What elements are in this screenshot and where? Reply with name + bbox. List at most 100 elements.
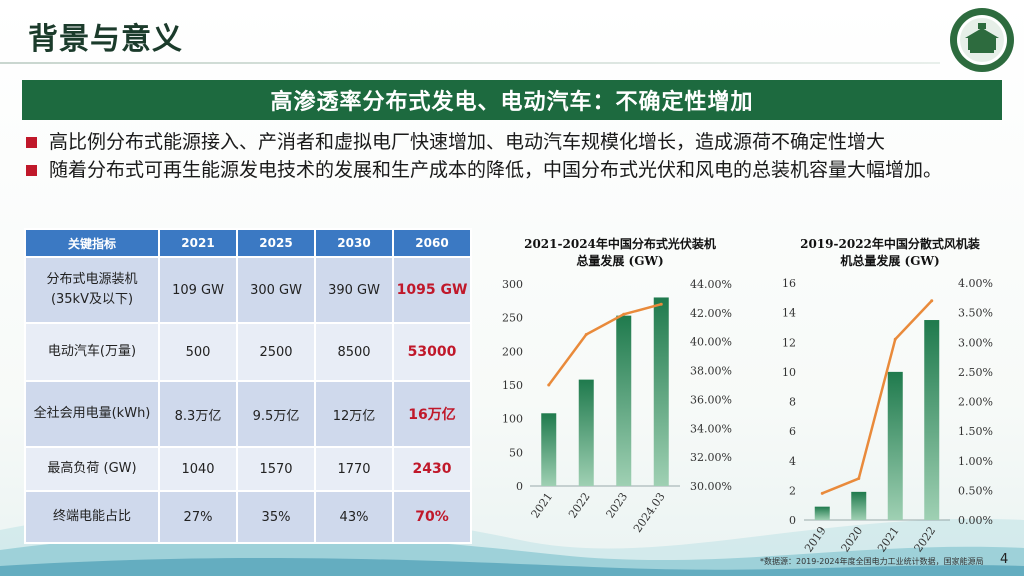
key-indicators-table: 关键指标 2021 2025 2030 2060 分布式电源装机 (35kV及以… — [24, 228, 472, 544]
table-cell: 1040 — [158, 446, 238, 492]
bullet-square-icon — [26, 165, 37, 176]
table-cell-highlight: 16万亿 — [392, 380, 472, 448]
x-tick-label: 2022 — [911, 524, 938, 554]
y-tick-label: 10 — [782, 366, 796, 379]
table-cell: 390 GW — [314, 256, 394, 324]
table-cell: 300 GW — [236, 256, 316, 324]
table-cell-highlight: 70% — [392, 490, 472, 544]
y2-tick-label: 4.00% — [958, 277, 993, 290]
table-header: 关键指标 — [24, 228, 160, 258]
wind-chart-title: 2019-2022年中国分散式风机装 机总量发展 (GW) — [800, 237, 980, 268]
table-header: 2060 — [392, 228, 472, 258]
y2-tick-label: 44.00% — [690, 278, 732, 291]
y2-tick-label: 30.00% — [690, 480, 732, 493]
line-point — [893, 337, 897, 341]
y-tick-label: 0 — [516, 480, 523, 493]
row-label: 最高负荷 (GW) — [24, 446, 160, 492]
table-header: 2025 — [236, 228, 316, 258]
table-cell: 9.5万亿 — [236, 380, 316, 448]
y2-tick-label: 1.50% — [958, 425, 993, 438]
table-row: 电动汽车(万量) 500 2500 8500 53000 — [24, 322, 472, 382]
y-tick-label: 12 — [782, 336, 796, 349]
y2-tick-label: 34.00% — [690, 422, 732, 435]
table-cell: 8.3万亿 — [158, 380, 238, 448]
y-tick-label: 4 — [789, 455, 796, 468]
bar — [924, 320, 940, 520]
table-cell: 500 — [158, 322, 238, 382]
line-point — [547, 383, 551, 387]
line-point — [659, 302, 663, 306]
bar — [616, 315, 632, 486]
x-tick-label: 2021 — [875, 524, 902, 554]
y-tick-label: 0 — [789, 514, 796, 527]
table-row: 分布式电源装机 (35kV及以下) 109 GW 300 GW 390 GW 1… — [24, 256, 472, 324]
bar — [887, 371, 903, 520]
pv-chart-title: 2021-2024年中国分布式光伏装机 总量发展 (GW) — [524, 237, 716, 268]
table-cell: 109 GW — [158, 256, 238, 324]
table-cell: 12万亿 — [314, 380, 394, 448]
table-cell: 8500 — [314, 322, 394, 382]
y-tick-label: 200 — [502, 345, 523, 358]
ratio-line — [821, 299, 933, 495]
y2-tick-label: 38.00% — [690, 365, 732, 378]
header-divider — [0, 62, 940, 64]
page-number: 4 — [1000, 552, 1009, 567]
table-cell-highlight: 2430 — [392, 446, 472, 492]
table-cell-highlight: 1095 GW — [392, 256, 472, 324]
row-label: 终端电能占比 — [24, 490, 160, 544]
bar — [653, 297, 669, 486]
table-cell: 27% — [158, 490, 238, 544]
table-row: 最高负荷 (GW) 1040 1570 1770 2430 — [24, 446, 472, 492]
table-cell: 2500 — [236, 322, 316, 382]
bar — [578, 379, 594, 486]
y2-tick-label: 40.00% — [690, 336, 732, 349]
table-row: 终端电能占比 27% 35% 43% 70% — [24, 490, 472, 544]
y2-tick-label: 36.00% — [690, 393, 732, 406]
y-tick-label: 2 — [789, 484, 796, 497]
y2-tick-label: 2.00% — [958, 396, 993, 409]
ratio-line — [547, 302, 662, 386]
y-tick-label: 50 — [509, 446, 523, 459]
y2-tick-label: 0.50% — [958, 484, 993, 497]
y-tick-label: 300 — [502, 278, 523, 291]
bullet-item: 随着分布式可再生能源发电技术的发展和生产成本的降低，中国分布式光伏和风电的总装机… — [26, 156, 1016, 184]
table-cell-highlight: 53000 — [392, 322, 472, 382]
line-point — [584, 333, 588, 336]
table-header: 2030 — [314, 228, 394, 258]
bullet-list: 高比例分布式能源接入、产消者和虚拟电厂快速增加、电动汽车规模化增长，造成源荷不确… — [26, 128, 1016, 184]
section-banner: 高渗透率分布式发电、电动汽车：不确定性增加 — [22, 80, 1002, 120]
y-tick-label: 16 — [782, 277, 796, 290]
x-tick-label: 2020 — [838, 524, 865, 554]
page-title: 背景与意义 — [28, 22, 183, 57]
row-label: 电动汽车(万量) — [24, 322, 160, 382]
row-label: 全社会用电量(kWh) — [24, 380, 160, 448]
y-tick-label: 14 — [782, 307, 796, 320]
x-tick-label: 2019 — [802, 524, 829, 554]
y-tick-label: 100 — [502, 413, 523, 426]
table-row: 全社会用电量(kWh) 8.3万亿 9.5万亿 12万亿 16万亿 — [24, 380, 472, 448]
table-cell: 1570 — [236, 446, 316, 492]
line-point — [820, 491, 824, 495]
y2-tick-label: 3.50% — [958, 307, 993, 320]
y-tick-label: 150 — [502, 379, 523, 392]
bullet-square-icon — [26, 137, 37, 148]
y-tick-label: 250 — [502, 312, 523, 325]
y2-tick-label: 1.00% — [958, 455, 993, 468]
table-cell: 1770 — [314, 446, 394, 492]
row-label: 分布式电源装机 (35kV及以下) — [24, 256, 160, 324]
y2-tick-label: 32.00% — [690, 451, 732, 464]
y2-tick-label: 2.50% — [958, 366, 993, 379]
data-source-note: *数据源：2019-2024年度全国电力工业统计数据，国家能源局 — [760, 557, 984, 566]
line-point — [857, 477, 861, 481]
line-point — [622, 312, 626, 316]
bullet-text: 高比例分布式能源接入、产消者和虚拟电厂快速增加、电动汽车规模化增长，造成源荷不确… — [49, 131, 886, 153]
bar — [814, 506, 830, 520]
y2-tick-label: 3.00% — [958, 336, 993, 349]
university-seal-icon — [950, 8, 1014, 72]
bullet-text: 随着分布式可再生能源发电技术的发展和生产成本的降低，中国分布式光伏和风电的总装机… — [49, 159, 943, 181]
bar — [541, 413, 557, 486]
y-tick-label: 6 — [789, 425, 796, 438]
table-cell: 35% — [236, 490, 316, 544]
